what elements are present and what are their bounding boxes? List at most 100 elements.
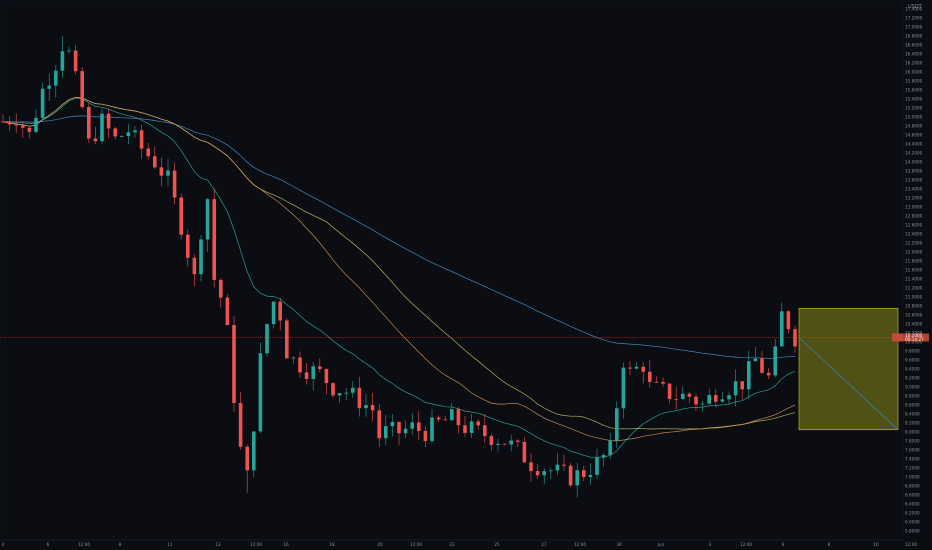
projection-rectangle	[798, 307, 899, 431]
candle-body	[21, 125, 25, 128]
x-tick-label: 12:00	[740, 542, 752, 547]
y-tick-label: 11.4000	[905, 277, 923, 282]
x-tick-label: 18	[329, 542, 335, 547]
x-tick-label: 20	[377, 542, 383, 547]
x-tick-label: 6	[47, 542, 50, 547]
candle-body	[417, 422, 421, 431]
candle-body	[714, 394, 718, 402]
candle-body	[7, 121, 12, 125]
y-tick-label: 5.8000	[905, 529, 920, 534]
candle-body	[555, 464, 560, 471]
y-tick-label: 6.8000	[905, 484, 920, 489]
y-tick-label: 9.0000	[905, 385, 920, 390]
candle-body	[450, 409, 454, 421]
candle-body	[87, 107, 91, 139]
pair-label: USDT	[908, 4, 923, 10]
y-axis: 17.4000 17.2000 17.0000 16.8000 16.6000 16.40…	[892, 7, 929, 534]
candle-body	[192, 257, 197, 275]
candle-body	[304, 372, 309, 379]
candle-body	[522, 441, 527, 463]
y-tick-label: 13.2000	[905, 196, 923, 201]
x-tick-label: Jun	[657, 542, 665, 547]
candle-body	[681, 393, 685, 400]
candle-body	[238, 402, 243, 447]
candle-body	[423, 430, 428, 442]
candle-body	[509, 440, 513, 445]
candle-body	[357, 387, 362, 409]
price-tag-left	[892, 333, 903, 342]
candle-body	[542, 471, 546, 476]
candle-body	[205, 199, 210, 240]
y-tick-label: 11.6000	[905, 268, 923, 273]
candle-body	[397, 422, 401, 434]
candle-body	[568, 465, 573, 486]
candle-body	[707, 394, 711, 404]
candle-body	[120, 136, 124, 137]
candle-body	[27, 127, 32, 132]
candle-body	[344, 392, 348, 394]
x-tick-label: 12:00	[78, 542, 90, 547]
candle-body	[384, 426, 388, 439]
candle-body	[760, 358, 764, 373]
y-tick-label: 17.0000	[905, 25, 923, 30]
candle-body	[727, 395, 731, 400]
candle-body	[225, 297, 230, 325]
candle-body	[549, 470, 553, 472]
y-tick-label: 7.2000	[905, 466, 920, 471]
x-tick-label: 8	[119, 542, 122, 547]
x-tick-label: 23	[449, 542, 455, 547]
x-tick-label: 12:00	[410, 542, 422, 547]
y-tick-label: 11.0000	[905, 295, 923, 300]
x-tick-label: 3	[709, 542, 712, 547]
candle-body	[648, 371, 652, 382]
current-price-countdown: 00:14:27	[905, 337, 924, 342]
candle-body	[370, 405, 375, 411]
y-tick-label: 6.0000	[905, 520, 920, 525]
candle-body	[133, 130, 137, 133]
ma50b-line	[2, 96, 796, 442]
candle-body	[258, 353, 263, 432]
y-tick-label: 8.4000	[905, 412, 920, 417]
y-tick-label: 6.2000	[905, 511, 920, 516]
price-tag-box	[903, 333, 929, 342]
x-axis: 4 6 12:00 8 11 13 12:00 16 18 20 12:00 23 25 27 12:00 3…	[0, 539, 917, 547]
current-price-value: 10.1000	[905, 333, 923, 338]
y-tick-label: 9.8000	[905, 349, 920, 354]
y-tick-label: 11.8000	[905, 259, 923, 264]
y-tick-label: 17.4000	[905, 7, 923, 12]
candle-body	[318, 366, 322, 370]
candle-body	[1, 121, 5, 123]
candle-body	[641, 366, 645, 372]
candle-body	[608, 440, 612, 456]
y-tick-label: 14.4000	[905, 142, 923, 147]
candle-body	[311, 366, 315, 379]
y-tick-label: 7.0000	[905, 475, 920, 480]
y-tick-label: 9.2000	[905, 376, 920, 381]
candle-body	[687, 393, 692, 397]
candle-body	[502, 443, 507, 445]
candle-body	[582, 470, 586, 478]
candle-body	[212, 199, 216, 280]
candles	[1, 36, 797, 498]
y-tick-label: 10.4000	[905, 322, 923, 327]
candle-body	[285, 320, 289, 359]
y-tick-label: 15.4000	[905, 97, 923, 102]
y-tick-label: 13.4000	[905, 187, 923, 192]
candle-body	[793, 329, 797, 347]
candle-body	[786, 311, 791, 330]
candle-body	[463, 425, 467, 433]
candle-body	[153, 156, 157, 168]
y-tick-label: 17.2000	[905, 16, 923, 21]
candle-body	[773, 346, 777, 376]
y-tick-label: 13.0000	[905, 205, 923, 210]
y-tick-label: 15.0000	[905, 115, 923, 120]
x-tick-label: 13	[215, 542, 221, 547]
candle-body	[179, 197, 183, 235]
y-tick-label: 10.2000	[905, 331, 923, 336]
y-tick-label: 7.4000	[905, 457, 920, 462]
x-tick-label: 25	[494, 542, 500, 547]
y-tick-label: 8.0000	[905, 430, 920, 435]
ema20-line	[2, 97, 796, 458]
